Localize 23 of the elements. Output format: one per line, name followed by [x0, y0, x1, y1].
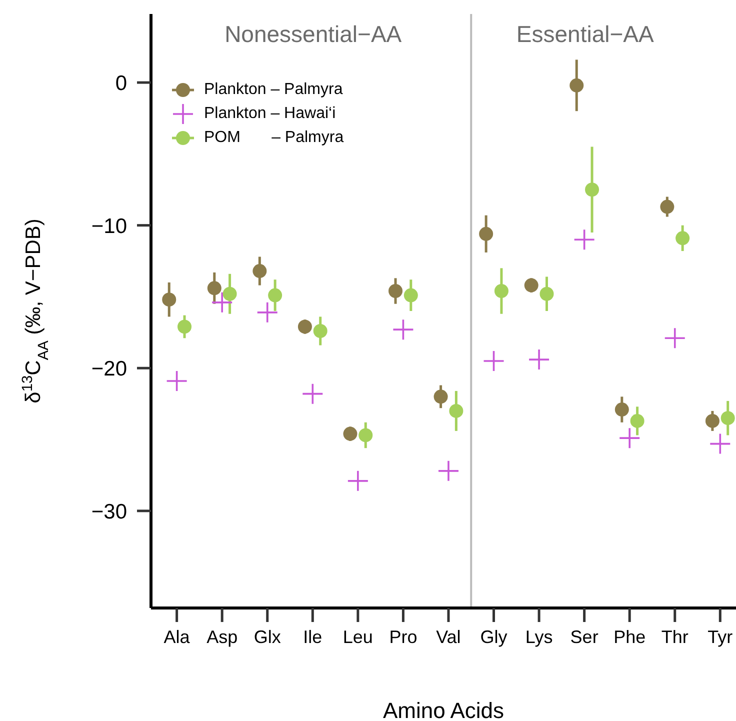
x-tick-label: Ala	[164, 626, 191, 647]
y-tick-label: −10	[91, 214, 127, 238]
x-tick-label: Val	[436, 626, 461, 647]
annotation: Essential−AA	[516, 21, 654, 47]
y-tick-label: 0	[115, 72, 127, 95]
x-tick-label: Phe	[614, 626, 646, 647]
x-tick-label: Glx	[254, 626, 281, 647]
x-axis-title: Amino Acids	[382, 698, 504, 721]
legend-label: Plankton – Hawai‘i	[204, 104, 336, 124]
x-tick-label: Tyr	[708, 626, 733, 647]
y-tick-label: −30	[91, 500, 127, 524]
x-tick-label: Thr	[661, 626, 688, 647]
x-tick-label: Leu	[342, 626, 373, 647]
x-tick-label: Pro	[389, 626, 418, 647]
legend-label: POM – Palmyra	[204, 128, 344, 148]
x-tick-label: Ile	[303, 626, 322, 647]
x-tick-label: Ser	[570, 626, 598, 647]
x-tick-label: Asp	[206, 626, 238, 647]
x-tick-label: Gly	[480, 626, 508, 647]
x-tick-label: Lys	[525, 626, 553, 647]
y-tick-label: −20	[91, 358, 127, 381]
legend-label: Plankton – Palmyra	[204, 80, 343, 100]
annotation: Nonessential−AA	[224, 21, 402, 47]
